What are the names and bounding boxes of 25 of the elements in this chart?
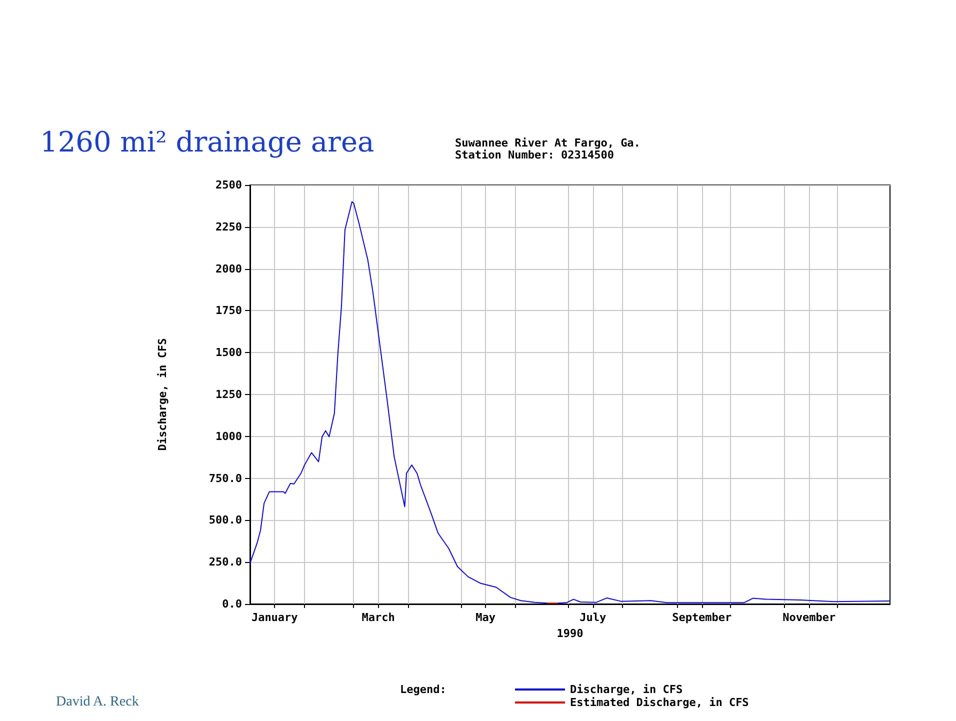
text: David A. Reck <box>56 694 139 710</box>
x-tick-label: July <box>580 611 606 624</box>
y-tick-label: 500.0 <box>208 514 242 527</box>
y-tick-label: 750.0 <box>208 472 242 485</box>
x-tick-label: May <box>476 611 496 624</box>
y-tick-label: 2500 <box>216 178 242 192</box>
y-tick-label: 250.0 <box>208 556 242 569</box>
y-tick-label: 1250 <box>216 388 242 401</box>
y-tick-label: 0.0 <box>222 598 242 610</box>
y-tick-label: 1000 <box>216 430 242 443</box>
legend-label: Discharge, in CFS <box>570 683 683 696</box>
x-axis-title: 1990 <box>556 627 584 640</box>
text: 1260 mi² drainage area <box>40 126 374 158</box>
legend-label: Estimated Discharge, in CFS <box>570 696 749 709</box>
x-tick-label: March <box>362 611 395 624</box>
x-tick-label: November <box>782 611 836 624</box>
x-tick-label: September <box>672 611 732 624</box>
y-tick-label: 2250 <box>216 220 242 234</box>
x-tick-label: January <box>251 611 298 624</box>
y-tick-label: 1750 <box>216 304 242 318</box>
y-tick-label: 2000 <box>216 262 242 276</box>
y-axis-title: Discharge, in CFS <box>156 338 169 451</box>
y-tick-label: 1500 <box>216 346 242 360</box>
legend-title: Legend: <box>400 683 446 696</box>
chart-title: Suwannee River At Fargo, Ga. Station Number: 02314500 <box>455 136 640 162</box>
